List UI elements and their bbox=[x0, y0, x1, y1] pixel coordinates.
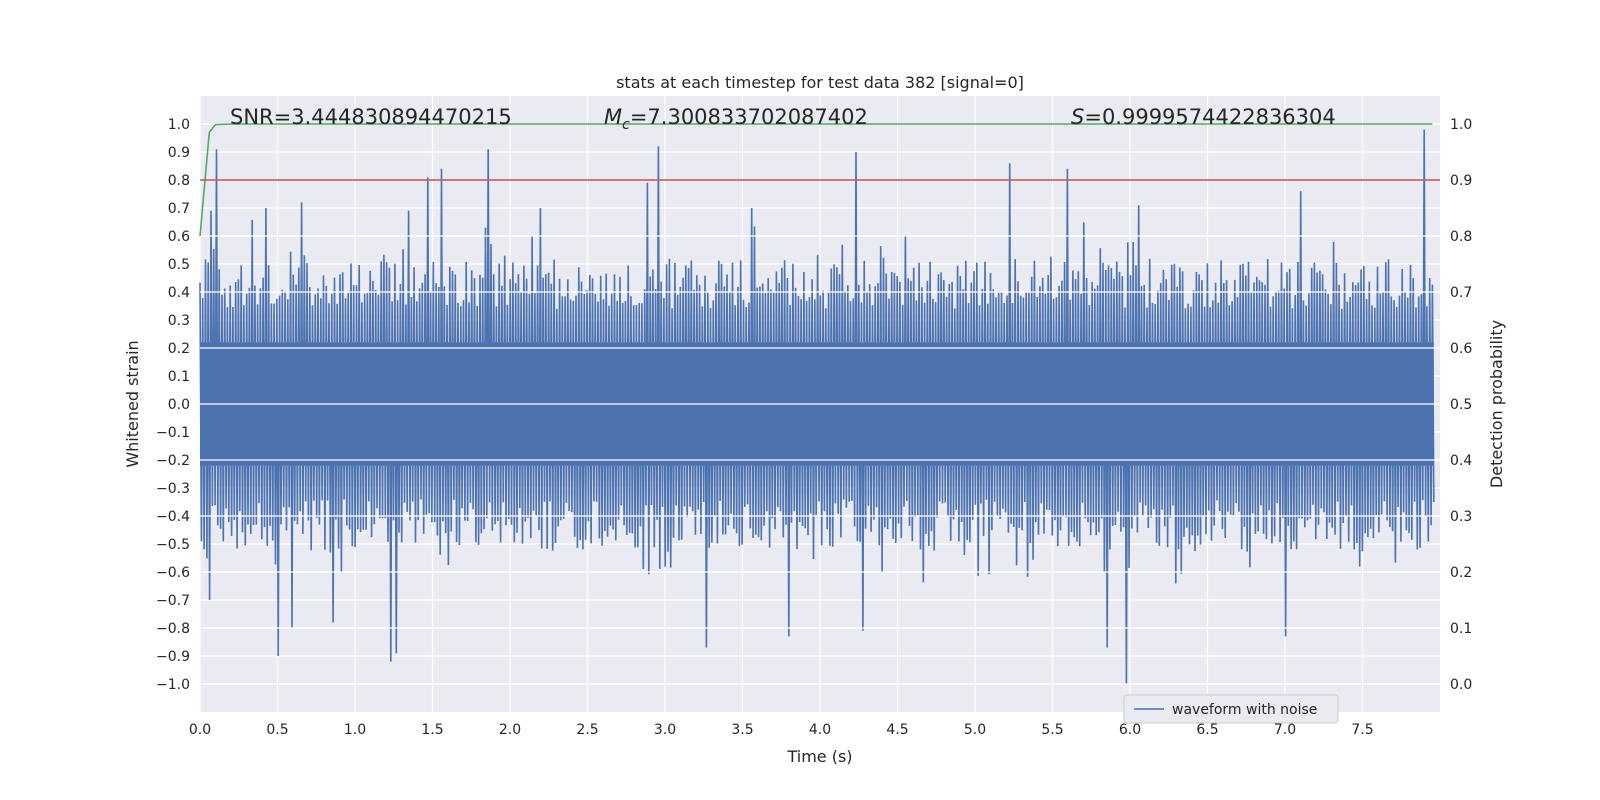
y-tick-label: 0.2 bbox=[168, 341, 190, 357]
y2-tick-label: 0.5 bbox=[1450, 397, 1472, 413]
x-tick-label: 5.0 bbox=[964, 722, 986, 738]
y2-tick-label: 0.6 bbox=[1450, 341, 1472, 357]
chirp-mass-annotation: Mc=7.300833702087402 bbox=[604, 105, 868, 133]
y-axis-label: Whitened strain bbox=[123, 340, 142, 467]
s-value: =0.9999574422836304 bbox=[1084, 105, 1335, 129]
y-tick-label: −0.5 bbox=[156, 537, 190, 553]
x-ticks: 0.0 0.5 1.0 1.5 2.0 2.5 3.0 3.5 4.0 4.5 5.0 5.5 6.0 6… bbox=[189, 722, 1374, 738]
x-tick-label: 3.5 bbox=[731, 722, 753, 738]
x-axis-label: Time (s) bbox=[786, 747, 852, 766]
x-tick-label: 4.0 bbox=[809, 722, 831, 738]
y-tick-label: 1.0 bbox=[168, 117, 190, 133]
x-tick-label: 4.5 bbox=[886, 722, 908, 738]
x-tick-label: 7.5 bbox=[1351, 722, 1373, 738]
y2-ticks: 1.0 0.9 0.8 0.7 0.6 0.5 0.4 0.3 0.2 0.1 0.0 bbox=[1450, 117, 1472, 693]
detection-probability-line bbox=[199, 123, 1433, 237]
x-tick-label: 3.0 bbox=[654, 722, 676, 738]
legend: waveform with noise bbox=[1123, 694, 1339, 724]
y-tick-label: −0.9 bbox=[156, 649, 190, 665]
y2-tick-label: 0.9 bbox=[1450, 173, 1472, 189]
y-tick-label: 0.3 bbox=[168, 313, 190, 329]
y2-tick-label: 0.8 bbox=[1450, 229, 1472, 245]
x-tick-label: 6.0 bbox=[1119, 722, 1141, 738]
x-tick-label: 2.5 bbox=[576, 722, 598, 738]
y-tick-label: −0.4 bbox=[156, 509, 190, 525]
y-ticks: 1.0 0.9 0.8 0.7 0.6 0.5 0.4 0.3 0.2 0.1 0.0 −0.1 −0.… bbox=[156, 117, 190, 693]
y-tick-label: −1.0 bbox=[156, 677, 190, 693]
legend-label: waveform with noise bbox=[1172, 702, 1317, 718]
x-tick-label: 5.5 bbox=[1041, 722, 1063, 738]
y-tick-label: 0.8 bbox=[168, 173, 190, 189]
y2-axis-label: Detection probability bbox=[1487, 320, 1506, 488]
y2-tick-label: 0.3 bbox=[1450, 509, 1472, 525]
mc-symbol: M bbox=[604, 105, 622, 129]
y-tick-label: 0.7 bbox=[168, 201, 190, 217]
y-tick-label: −0.3 bbox=[156, 481, 190, 497]
y2-tick-label: 0.2 bbox=[1450, 565, 1472, 581]
x-tick-label: 6.5 bbox=[1196, 722, 1218, 738]
y-tick-label: 0.6 bbox=[168, 229, 190, 245]
y-tick-label: −0.7 bbox=[156, 593, 190, 609]
y-tick-label: 0.4 bbox=[168, 285, 190, 301]
y-tick-label: 0.9 bbox=[168, 145, 190, 161]
probability-series bbox=[199, 123, 1440, 237]
y2-tick-label: 1.0 bbox=[1450, 117, 1472, 133]
y2-tick-label: 0.7 bbox=[1450, 285, 1472, 301]
y-tick-label: −0.1 bbox=[156, 425, 190, 441]
x-tick-label: 2.0 bbox=[499, 722, 521, 738]
legend-box bbox=[1123, 694, 1339, 724]
waveform-line bbox=[199, 129, 1435, 685]
y-tick-label: −0.6 bbox=[156, 565, 190, 581]
x-tick-label: 1.5 bbox=[421, 722, 443, 738]
x-tick-label: 0.5 bbox=[266, 722, 288, 738]
y-tick-label: 0.1 bbox=[168, 369, 190, 385]
x-tick-label: 0.0 bbox=[189, 722, 211, 738]
snr-annotation: SNR=3.444830894470215 bbox=[230, 105, 512, 129]
chart-title: stats at each timestep for test data 382… bbox=[616, 73, 1024, 92]
y-tick-label: −0.2 bbox=[156, 453, 190, 469]
detection-stat-annotation: S=0.9999574422836304 bbox=[1071, 105, 1336, 129]
y2-tick-label: 0.0 bbox=[1450, 677, 1472, 693]
x-tick-label: 1.0 bbox=[344, 722, 366, 738]
y-tick-label: 0.0 bbox=[168, 397, 190, 413]
y2-tick-label: 0.1 bbox=[1450, 621, 1472, 637]
y-tick-label: 0.5 bbox=[168, 257, 190, 273]
x-tick-label: 7.0 bbox=[1274, 722, 1296, 738]
y-tick-label: −0.8 bbox=[156, 621, 190, 637]
mc-value: =7.300833702087402 bbox=[630, 105, 868, 129]
y2-tick-label: 0.4 bbox=[1450, 453, 1472, 469]
s-symbol: S bbox=[1071, 105, 1084, 129]
mc-subscript: c bbox=[622, 117, 630, 133]
